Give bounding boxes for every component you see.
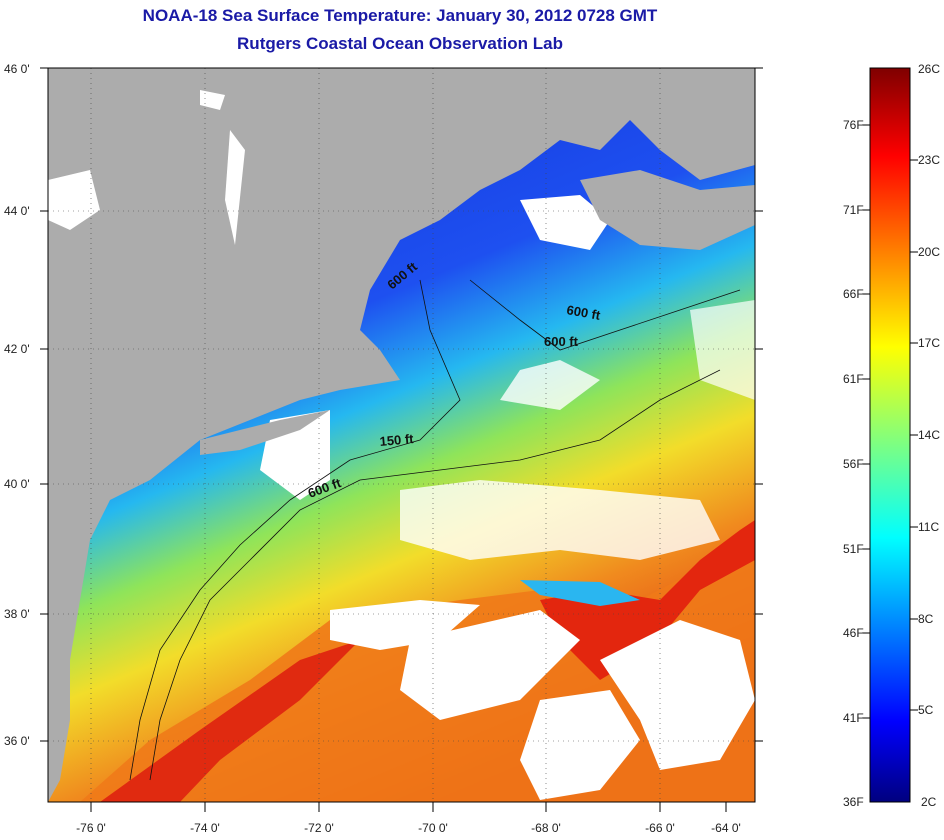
contour-label: 600 ft: [544, 334, 579, 349]
cloud-patch: [600, 620, 755, 770]
cb-f-label: 36F: [843, 795, 864, 809]
cb-c-label: 11C: [918, 520, 939, 534]
cloud-patch: [400, 610, 580, 720]
lon-tick-label: -72 0': [304, 821, 334, 835]
cb-c-label: 23C: [918, 153, 940, 167]
lake: [48, 170, 100, 230]
cb-f-label: 56F: [843, 457, 864, 471]
cb-f-label: 76F: [843, 118, 864, 132]
land-mass: [48, 68, 755, 802]
lat-tick-label: 42 0': [4, 342, 30, 356]
lat-tick-label: 44 0': [4, 204, 30, 218]
cb-f-label: 71F: [843, 203, 864, 217]
lon-tick-label: -76 0': [76, 821, 106, 835]
cb-f-label: 51F: [843, 542, 864, 556]
long-island-land: [200, 410, 330, 455]
lake: [225, 130, 245, 245]
lat-tick-marks: [40, 67, 763, 742]
nova-scotia-land: [580, 170, 755, 250]
lon-tick-label: -74 0': [190, 821, 220, 835]
cloud-patch: [520, 690, 640, 800]
cb-c-label: 20C: [918, 245, 940, 259]
cloud-patch: [690, 300, 755, 400]
warm-eddy: [540, 520, 755, 680]
cb-f-label: 66F: [843, 287, 864, 301]
lon-tick-marks: [90, 802, 727, 812]
lat-tick-label: 40 0': [4, 477, 30, 491]
cb-c-label: 17C: [918, 336, 940, 350]
cold-filament: [520, 580, 640, 606]
cb-f-label: 46F: [843, 626, 864, 640]
cb-c-label: 2C: [921, 795, 937, 809]
map-title: NOAA-18 Sea Surface Temperature: January…: [142, 6, 658, 25]
gulf-stream-core: [100, 640, 360, 802]
lon-tick-label: -68 0': [531, 821, 561, 835]
cloud-patch: [500, 360, 600, 410]
map-subtitle: Rutgers Coastal Ocean Observation Lab: [237, 34, 563, 53]
lon-tick-label: -64 0': [711, 821, 741, 835]
colorbar: [869, 67, 911, 803]
cb-c-label: 14C: [918, 428, 940, 442]
cb-c-label: 26C: [918, 62, 940, 76]
lat-tick-label: 46 0': [4, 62, 30, 76]
lat-tick-label: 38 0': [4, 607, 30, 621]
colorbar-ticks: [862, 124, 918, 719]
cb-f-label: 41F: [843, 711, 864, 725]
contour-600ft-gulf-of-maine: [469, 279, 741, 351]
contour-600ft: [149, 369, 721, 781]
longitude-axis: -76 0' -74 0' -72 0' -70 0' -68 0' -66 0…: [76, 821, 741, 835]
cb-f-label: 61F: [843, 372, 864, 386]
map-area: [48, 68, 755, 802]
colorbar-celsius-labels: 26C 23C 20C 17C 14C 11C 8C 5C 2C: [918, 62, 940, 809]
lon-tick-label: -66 0': [645, 821, 675, 835]
cb-c-label: 8C: [918, 612, 934, 626]
lake: [200, 90, 225, 110]
lat-tick-label: 36 0': [4, 734, 30, 748]
colorbar-fahrenheit-labels: 76F 71F 66F 61F 56F 51F 46F 41F 36F: [843, 118, 864, 809]
lon-tick-label: -70 0': [418, 821, 448, 835]
contour-label: 150 ft: [379, 431, 415, 449]
latitude-axis: 46 0' 44 0' 42 0' 40 0' 38 0' 36 0': [4, 62, 30, 748]
cloud-patch: [400, 480, 720, 560]
contour-150ft: [129, 279, 461, 781]
cb-c-label: 5C: [918, 703, 934, 717]
cloud-patch: [520, 195, 610, 250]
map-frame: [47, 67, 756, 803]
contour-label: 600 ft: [565, 302, 602, 323]
